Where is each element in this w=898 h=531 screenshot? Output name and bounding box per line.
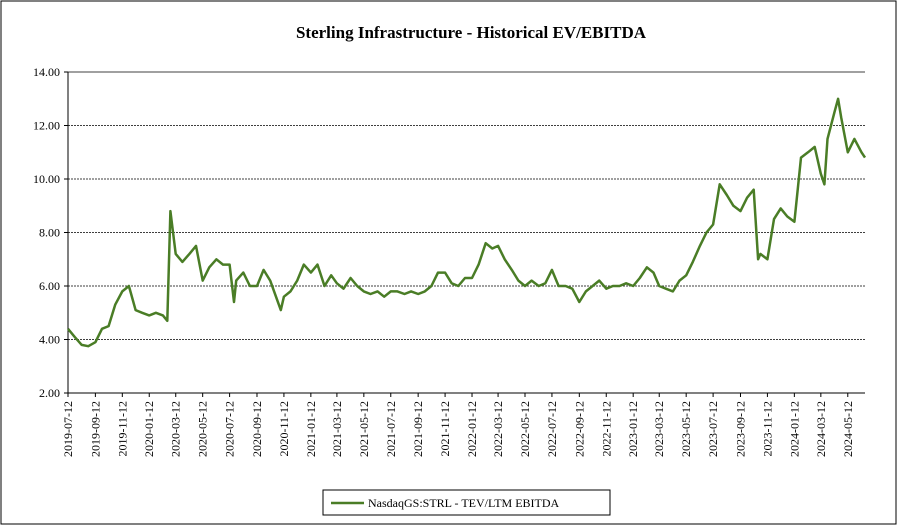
x-tick-label: 2020-03-12 (169, 401, 183, 457)
x-tick-label: 2019-07-12 (61, 401, 75, 457)
x-tick-label: 2020-05-12 (196, 401, 210, 457)
y-tick-label: 4.00 (39, 333, 60, 347)
x-tick-label: 2021-05-12 (357, 401, 371, 457)
x-tick-label: 2023-01-12 (626, 401, 640, 457)
y-tick-label: 8.00 (39, 226, 60, 240)
x-tick-label: 2024-03-12 (814, 401, 828, 457)
x-tick-label: 2021-11-12 (438, 401, 452, 457)
x-tick-label: 2021-07-12 (384, 401, 398, 457)
x-tick-label: 2024-01-12 (787, 401, 801, 457)
y-tick-label: 10.00 (33, 172, 60, 186)
x-tick-label: 2023-07-12 (706, 401, 720, 457)
x-tick-label: 2022-09-12 (572, 401, 586, 457)
x-tick-label: 2021-01-12 (304, 401, 318, 457)
x-tick-label: 2021-03-12 (330, 401, 344, 457)
x-tick-label: 2022-05-12 (518, 401, 532, 457)
x-tick-label: 2023-05-12 (679, 401, 693, 457)
legend-box (322, 489, 611, 516)
x-tick-label: 2023-11-12 (760, 401, 774, 457)
data-line (67, 97, 867, 348)
x-tick-label: 2019-11-12 (115, 401, 129, 457)
y-tick-label: 12.00 (33, 119, 60, 133)
legend-label: NasdaqGS:STRL - TEV/LTM EBITDA (368, 496, 560, 510)
x-tick-label: 2020-01-12 (142, 401, 156, 457)
x-tick-label: 2022-11-12 (599, 401, 613, 457)
x-tick-label: 2023-03-12 (652, 401, 666, 457)
x-tick-label: 2020-11-12 (277, 401, 291, 457)
y-tick-label: 14.00 (33, 65, 60, 79)
x-tick-label: 2019-09-12 (88, 401, 102, 457)
x-tick-label: 2022-07-12 (545, 401, 559, 457)
x-tick-label: 2020-09-12 (250, 401, 264, 457)
x-tick-label: 2023-09-12 (733, 401, 747, 457)
x-tick-label: 2022-03-12 (491, 401, 505, 457)
y-tick-label: 6.00 (39, 279, 60, 293)
chart-title: Sterling Infrastructure - Historical EV/… (296, 23, 647, 42)
x-tick-label: 2021-09-12 (411, 401, 425, 457)
x-tick-label: 2020-07-12 (223, 401, 237, 457)
y-tick-label: 2.00 (39, 386, 60, 400)
x-tick-label: 2024-05-12 (841, 401, 855, 457)
x-tick-label: 2022-01-12 (465, 401, 479, 457)
